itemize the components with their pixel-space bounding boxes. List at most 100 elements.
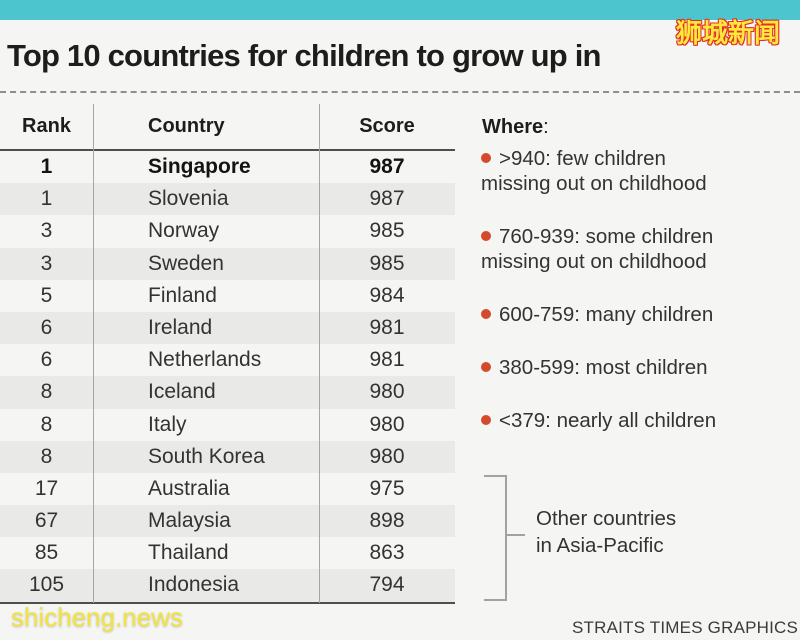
cell-score: 898 <box>369 509 405 533</box>
table-row: 105 Indonesia 794 <box>0 569 455 602</box>
bullet-icon <box>481 231 491 241</box>
cell-country: Singapore <box>148 155 251 178</box>
table-row: 1 Slovenia 987 <box>0 183 455 216</box>
cell-country: Slovenia <box>148 187 229 211</box>
cell-rank: 8 <box>40 444 53 468</box>
cell-score: 975 <box>369 476 405 500</box>
title-divider <box>0 91 800 93</box>
cell-score: 980 <box>369 444 405 468</box>
cell-rank: 3 <box>40 219 53 243</box>
cell-score: 987 <box>369 155 405 178</box>
table-header-row: Rank Country Score <box>0 104 455 149</box>
bracket-bottom-tick <box>484 599 507 601</box>
column-header-rank: Rank <box>22 115 71 137</box>
table-row: 3 Sweden 985 <box>0 247 455 280</box>
cell-score: 985 <box>369 219 405 243</box>
cell-rank: 105 <box>28 573 65 597</box>
table-row: 5 Finland 984 <box>0 280 455 312</box>
table-row: 3 Norway 985 <box>0 215 455 247</box>
cell-rank: 8 <box>40 412 53 436</box>
legend-title: Where: <box>482 116 549 138</box>
legend-item-text: 600-759: many children <box>499 303 714 326</box>
cell-country: Finland <box>148 283 217 307</box>
cell-rank: 5 <box>40 283 53 307</box>
legend-item-text: 760-939: some children <box>499 225 714 248</box>
legend-item-text: 380-599: most children <box>499 356 708 379</box>
table-row: 8 Italy 980 <box>0 409 455 441</box>
legend-item-line-2: missing out on childhood <box>481 172 707 195</box>
cell-score: 985 <box>369 251 405 275</box>
legend-item-line-2: missing out on childhood <box>481 250 707 273</box>
legend-item-line-1: 380-599: most children <box>481 355 796 380</box>
table-row: 6 Ireland 981 <box>0 311 455 345</box>
bullet-icon <box>481 309 491 319</box>
cell-country: Indonesia <box>148 573 240 597</box>
cell-score: 981 <box>369 348 405 372</box>
table-row: 67 Malaysia 898 <box>0 505 455 538</box>
cell-rank: 6 <box>40 348 53 372</box>
table-row: 8 South Korea 980 <box>0 440 455 473</box>
ranking-table: Rank Country Score 1 Singapore 987 1 Slo… <box>0 104 455 604</box>
cell-score: 863 <box>369 541 405 565</box>
cell-rank: 1 <box>40 155 53 178</box>
cell-score: 980 <box>369 380 405 404</box>
cell-country: Thailand <box>148 541 229 565</box>
cell-country: Sweden <box>148 251 224 275</box>
column-separator-country-score <box>319 104 320 603</box>
table-row: 85 Thailand 863 <box>0 537 455 569</box>
cell-rank: 3 <box>40 251 53 275</box>
column-header-score: Score <box>359 115 415 137</box>
legend-item: 380-599: most children <box>481 355 796 380</box>
cell-country: South Korea <box>148 444 265 468</box>
bullet-icon <box>481 153 491 163</box>
column-header-country: Country <box>148 115 225 137</box>
legend-item-text: >940: few children <box>499 147 666 170</box>
cell-rank: 85 <box>34 541 59 565</box>
top-accent-bar <box>0 0 800 20</box>
cell-country: Iceland <box>148 380 216 404</box>
bracket-vertical-line <box>505 475 507 601</box>
table-row: 17 Australia 975 <box>0 473 455 505</box>
table-bottom-border <box>0 602 455 604</box>
annotation-line-1: Other countries <box>536 507 677 530</box>
legend-item-line-1: >940: few children <box>481 146 796 171</box>
cell-rank: 8 <box>40 380 53 404</box>
asia-pacific-annotation: Other countries in Asia-Pacific <box>536 505 676 559</box>
legend-item-line-1: 600-759: many children <box>481 302 796 327</box>
table-row: 8 Iceland 980 <box>0 376 455 409</box>
table-row: 1 Singapore 987 <box>0 151 455 183</box>
legend-item: >940: few children missing out on childh… <box>481 146 796 196</box>
cell-score: 980 <box>369 412 405 436</box>
cell-score: 984 <box>369 283 405 307</box>
column-separator-rank-country <box>93 104 94 603</box>
score-legend: >940: few children missing out on childh… <box>481 146 796 461</box>
cell-rank: 67 <box>34 509 59 533</box>
legend-item-text: <379: nearly all children <box>499 409 717 432</box>
watermark-bottom-left: shicheng.news <box>11 602 183 632</box>
cell-country: Malaysia <box>148 509 231 533</box>
legend-item: 600-759: many children <box>481 302 796 327</box>
source-credit: STRAITS TIMES GRAPHICS <box>572 618 799 637</box>
cell-rank: 17 <box>34 476 59 500</box>
bullet-icon <box>481 362 491 372</box>
bracket-middle-tick <box>507 534 525 536</box>
cell-rank: 6 <box>40 315 53 339</box>
cell-country: Australia <box>148 476 230 500</box>
page-title: Top 10 countries for children to grow up… <box>7 38 601 73</box>
legend-item-line-1: <379: nearly all children <box>481 408 796 433</box>
watermark-top-right: 狮城新闻 <box>676 18 781 48</box>
cell-score: 981 <box>369 315 405 339</box>
legend-item: <379: nearly all children <box>481 408 796 433</box>
cell-country: Ireland <box>148 315 213 339</box>
table-row: 6 Netherlands 981 <box>0 344 455 376</box>
cell-score: 794 <box>369 573 405 597</box>
bracket-top-tick <box>484 475 506 477</box>
cell-country: Netherlands <box>148 348 262 372</box>
cell-country: Norway <box>148 219 220 243</box>
header-underline <box>0 149 455 151</box>
cell-score: 987 <box>369 187 405 211</box>
legend-item: 760-939: some children missing out on ch… <box>481 224 796 274</box>
cell-rank: 1 <box>40 187 53 211</box>
table-body: 1 Singapore 987 1 Slovenia 987 3 Norway … <box>0 151 455 602</box>
